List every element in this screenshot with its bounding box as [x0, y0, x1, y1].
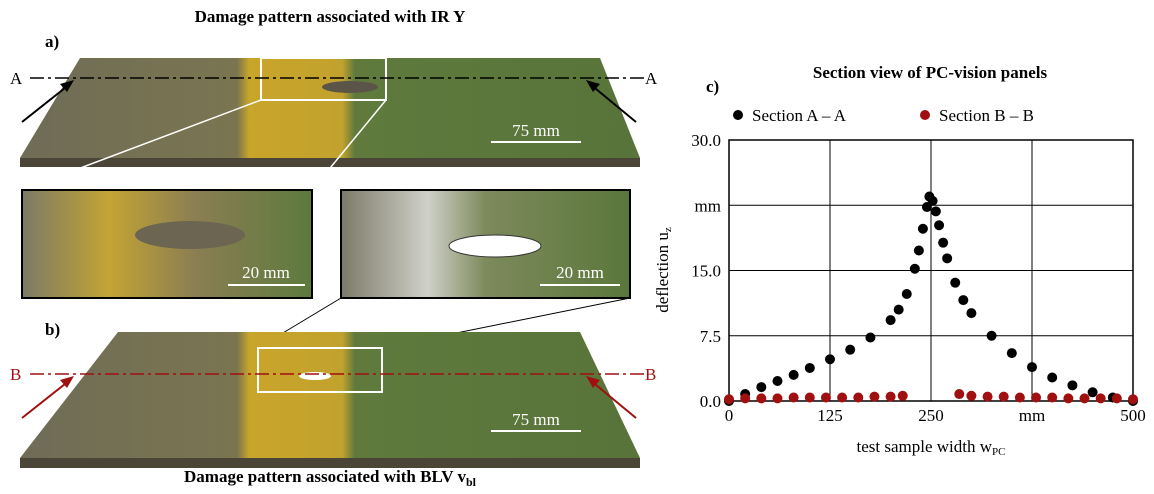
plate-edge: [20, 158, 640, 167]
point: [942, 253, 952, 263]
panel-label: a): [45, 32, 59, 51]
point: [902, 289, 912, 299]
legend-marker: [733, 110, 743, 120]
point: [837, 393, 847, 403]
x-tick-label: 125: [817, 406, 843, 425]
point: [805, 363, 815, 373]
point: [1128, 394, 1138, 404]
scale-label: 75 mm: [512, 121, 560, 140]
x-axis-label: test sample width wPC: [857, 437, 1006, 458]
point: [789, 370, 799, 380]
point: [987, 331, 997, 341]
point: [898, 391, 908, 401]
point: [1096, 393, 1106, 403]
point: [1080, 393, 1090, 403]
point: [772, 393, 782, 403]
point: [1031, 393, 1041, 403]
point: [1067, 380, 1077, 390]
point: [938, 238, 948, 248]
damage: [322, 81, 378, 93]
point: [1088, 387, 1098, 397]
panel-label: c): [706, 77, 719, 96]
y-label-subscript: z: [662, 227, 674, 232]
y-axis-label: deflection uz: [653, 227, 674, 313]
legend-label: Section A – A: [752, 106, 847, 125]
point: [886, 392, 896, 402]
point: [966, 391, 976, 401]
section-label: B: [645, 365, 656, 384]
plate-photo: [20, 332, 640, 458]
y-tick-label: 0.0: [700, 392, 721, 411]
damage-hole: [299, 372, 331, 380]
point: [910, 264, 920, 274]
y-label-text: deflection u: [653, 232, 672, 313]
point: [1015, 393, 1025, 403]
scale-label: 75 mm: [512, 410, 560, 429]
point: [821, 393, 831, 403]
point: [865, 332, 875, 342]
x-tick-label: 250: [918, 406, 944, 425]
point: [918, 224, 928, 234]
y-tick-label: 30.0: [691, 131, 721, 150]
y-tick-label: mm: [695, 196, 721, 215]
top-caption: Damage pattern associated with IR Y: [195, 7, 466, 26]
legend-marker: [920, 110, 930, 120]
x-tick-label: 500: [1120, 406, 1146, 425]
point: [869, 392, 879, 402]
point: [740, 393, 750, 403]
damage-hole: [449, 235, 541, 257]
point: [999, 392, 1009, 402]
figure: Damage pattern associated with IR Y a) A…: [0, 0, 1154, 489]
legend-label: Section B – B: [939, 106, 1034, 125]
point: [1047, 393, 1057, 403]
caption-text: Damage pattern associated with BLV v: [184, 467, 466, 486]
point: [934, 220, 944, 230]
point: [772, 376, 782, 386]
section-label: A: [10, 69, 23, 88]
bottom-caption: Damage pattern associated with BLV vbl: [184, 467, 477, 489]
x-tick-label: 0: [725, 406, 734, 425]
y-tick-label: 15.0: [691, 262, 721, 281]
x-label-subscript: PC: [992, 446, 1005, 458]
point: [805, 393, 815, 403]
point: [1007, 348, 1017, 358]
point: [954, 389, 964, 399]
x-label-text: test sample width w: [857, 437, 993, 456]
scale-label: 20 mm: [556, 263, 604, 282]
scale-label: 20 mm: [242, 263, 290, 282]
point: [958, 295, 968, 305]
point: [1112, 393, 1122, 403]
y-tick-label: 7.5: [700, 327, 721, 346]
x-tick-label: mm: [1019, 406, 1045, 425]
point: [914, 245, 924, 255]
point: [845, 345, 855, 355]
point: [789, 393, 799, 403]
chart-title: Section view of PC-vision panels: [813, 63, 1048, 82]
panel-label: b): [45, 320, 60, 339]
point: [1047, 373, 1057, 383]
point: [983, 392, 993, 402]
point: [928, 196, 938, 206]
page: {"figure": { "top_caption": "Damage patt…: [0, 0, 1154, 489]
point: [1027, 362, 1037, 372]
point: [756, 393, 766, 403]
point: [931, 206, 941, 216]
point: [825, 354, 835, 364]
point: [1063, 393, 1073, 403]
point: [894, 305, 904, 315]
point: [724, 394, 734, 404]
point: [853, 393, 863, 403]
point: [756, 382, 766, 392]
damage: [135, 221, 245, 249]
point: [966, 308, 976, 318]
section-label: A: [645, 69, 658, 88]
section-label: B: [10, 365, 21, 384]
caption-subscript: bl: [466, 475, 477, 489]
point: [950, 278, 960, 288]
point: [886, 315, 896, 325]
